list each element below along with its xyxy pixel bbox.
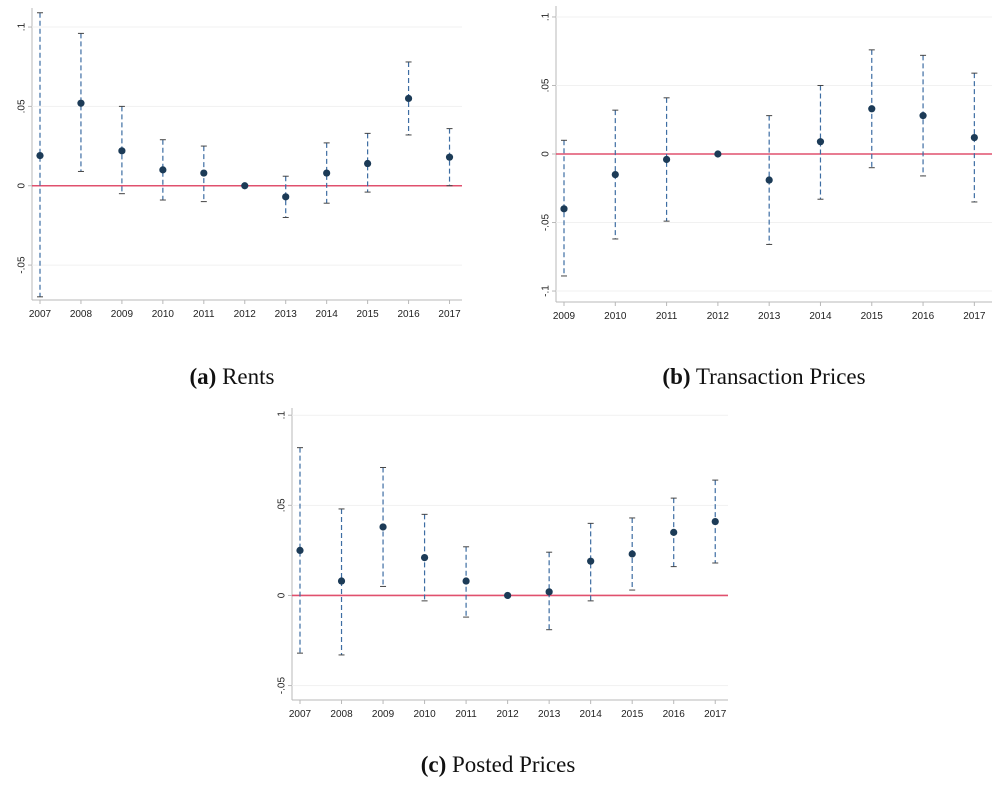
point-estimate <box>545 588 553 596</box>
x-tick-label: 2010 <box>604 311 627 322</box>
point-estimate <box>765 176 773 184</box>
point-estimate <box>337 577 346 585</box>
y-tick-label: .05 <box>17 99 28 113</box>
x-tick-label: 2016 <box>397 309 420 320</box>
x-tick-label: 2007 <box>289 709 312 720</box>
point-estimate <box>36 151 44 160</box>
x-tick-label: 2016 <box>663 709 686 720</box>
chart-panel-rents: -.05 0 .05 .1 2007 2008 2009 2010 2011 2012 2013 20… <box>0 0 470 330</box>
caption-letter: (b) <box>662 364 691 389</box>
x-tick-label: 2017 <box>438 309 461 320</box>
point-estimate <box>560 205 568 213</box>
x-tick-label: 2015 <box>621 709 644 720</box>
y-tick-label: 0 <box>17 183 28 189</box>
y-tick-label: -.05 <box>17 256 28 274</box>
chart-panel-posted-prices: -.05 0 .05 .1 2007 2008 2009 2010 2011 2012 2013 20… <box>262 398 736 730</box>
x-tick-label: 2011 <box>656 311 678 322</box>
caption-rents: (a) Rents <box>190 364 275 390</box>
x-tick-label: 2011 <box>193 309 215 320</box>
point-estimate <box>404 94 413 103</box>
point-estimate <box>628 550 636 558</box>
point-estimate <box>296 546 304 554</box>
caption-text: Posted Prices <box>451 752 576 777</box>
point-estimate <box>323 169 331 177</box>
rents-chart: -.05 0 .05 .1 2007 2008 2009 2010 2011 2012 2013 20… <box>17 8 462 320</box>
x-tick-label: 2014 <box>580 709 603 720</box>
x-tick-label: 2007 <box>29 309 52 320</box>
y-tick-label: -.05 <box>277 677 288 695</box>
y-tick-label: 0 <box>541 151 552 157</box>
point-estimate <box>200 169 208 177</box>
point-estimate <box>364 159 372 168</box>
point-estimate <box>379 523 387 531</box>
point-estimate <box>462 577 470 585</box>
y-tick-label: .1 <box>277 411 288 420</box>
y-tick-label: .05 <box>277 498 288 512</box>
caption-letter: (c) <box>420 752 447 777</box>
y-tick-label: .1 <box>541 12 552 21</box>
x-tick-label: 2008 <box>70 309 93 320</box>
x-tick-label: 2015 <box>861 311 884 322</box>
x-tick-label: 2008 <box>330 709 353 720</box>
x-tick-label: 2013 <box>275 309 298 320</box>
chart-panel-transaction-prices: -.1 -.05 0 .05 .1 2009 2010 2011 2012 2013 2014 201… <box>512 0 992 330</box>
y-tick-label: 0 <box>277 592 288 598</box>
x-tick-label: 2014 <box>809 311 832 322</box>
x-tick-label: 2013 <box>758 311 781 322</box>
x-tick-label: 2009 <box>553 311 576 322</box>
point-estimate <box>282 193 290 201</box>
y-tick-label: .05 <box>541 78 552 92</box>
point-estimate <box>868 105 876 113</box>
point-estimate <box>711 517 719 526</box>
x-tick-label: 2011 <box>455 709 477 720</box>
x-tick-label: 2016 <box>912 311 935 322</box>
point-estimate <box>714 150 722 158</box>
x-tick-label: 2012 <box>707 311 730 322</box>
x-tick-label: 2013 <box>538 709 561 720</box>
point-estimate <box>445 153 454 161</box>
point-estimate <box>241 182 249 190</box>
x-tick-label: 2009 <box>372 709 395 720</box>
x-tick-label: 2012 <box>496 709 519 720</box>
caption-text: Transaction Prices <box>695 364 866 389</box>
caption-letter: (a) <box>189 364 217 389</box>
point-estimate <box>611 170 619 179</box>
x-tick-label: 2017 <box>704 709 727 720</box>
x-tick-label: 2015 <box>356 309 379 320</box>
posted-prices-chart: -.05 0 .05 .1 2007 2008 2009 2010 2011 2012 2013 20… <box>277 408 728 720</box>
caption-posted-prices: (c) Posted Prices <box>421 752 576 778</box>
x-tick-label: 2014 <box>316 309 339 320</box>
point-estimate <box>816 138 825 146</box>
transaction-prices-chart: -.1 -.05 0 .05 .1 2009 2010 2011 2012 2013 2014 201… <box>541 6 992 322</box>
x-tick-label: 2010 <box>413 709 436 720</box>
point-estimate <box>919 112 927 120</box>
x-tick-label: 2009 <box>111 309 134 320</box>
point-estimate <box>420 554 429 562</box>
point-estimate <box>118 147 126 155</box>
point-estimate <box>587 557 595 565</box>
y-tick-label: -.05 <box>541 213 552 231</box>
point-estimate <box>670 528 678 536</box>
point-estimate <box>159 166 167 174</box>
x-tick-label: 2012 <box>234 309 257 320</box>
y-tick-label: .1 <box>17 22 28 31</box>
caption-text: Rents <box>222 364 275 389</box>
point-estimate <box>504 591 512 600</box>
x-tick-label: 2017 <box>963 311 986 322</box>
y-tick-label: -.1 <box>541 285 552 297</box>
point-estimate <box>970 133 978 142</box>
point-estimate <box>77 99 85 107</box>
point-estimate <box>662 155 671 164</box>
x-tick-label: 2010 <box>152 309 175 320</box>
caption-transaction-prices: (b) Transaction Prices <box>662 364 865 390</box>
